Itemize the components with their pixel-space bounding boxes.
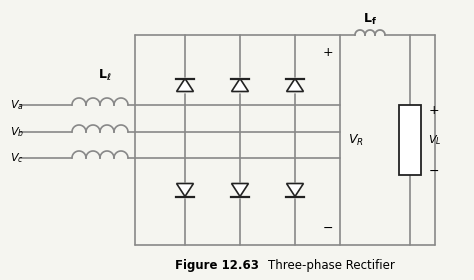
Bar bbox=[399, 105, 421, 175]
Text: Figure 12.63: Figure 12.63 bbox=[175, 259, 259, 272]
Text: $V_R$: $V_R$ bbox=[348, 132, 364, 148]
Polygon shape bbox=[287, 78, 303, 92]
Text: $V_b$: $V_b$ bbox=[10, 125, 24, 139]
Polygon shape bbox=[176, 78, 193, 92]
Polygon shape bbox=[176, 183, 193, 197]
Text: $\mathbf{L_f}$: $\mathbf{L_f}$ bbox=[363, 12, 377, 27]
Polygon shape bbox=[287, 183, 303, 197]
Polygon shape bbox=[232, 78, 248, 92]
Text: Three-phase Rectifier: Three-phase Rectifier bbox=[268, 259, 395, 272]
Text: $V_L$: $V_L$ bbox=[428, 133, 441, 147]
Text: $-$: $-$ bbox=[428, 164, 439, 176]
Text: $+$: $+$ bbox=[428, 104, 439, 116]
Text: $+$: $+$ bbox=[322, 46, 334, 60]
Text: $V_a$: $V_a$ bbox=[10, 98, 24, 112]
Text: $-$: $-$ bbox=[322, 221, 334, 234]
Text: $V_c$: $V_c$ bbox=[10, 151, 24, 165]
Polygon shape bbox=[232, 183, 248, 197]
Text: $\mathbf{L_{\ell}}$: $\mathbf{L_{\ell}}$ bbox=[98, 68, 112, 83]
